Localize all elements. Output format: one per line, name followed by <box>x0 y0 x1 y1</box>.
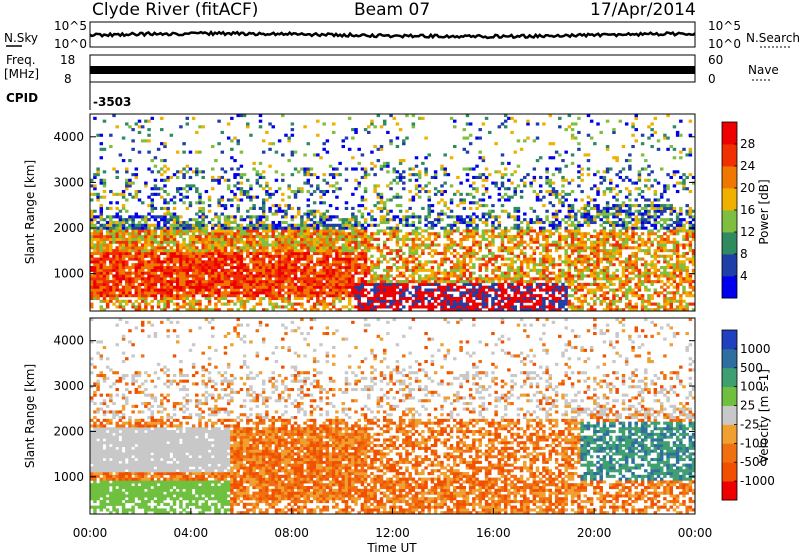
power-panel: 1000 2000 3000 4000 Slant Range [km] 4 8 12 16… <box>23 113 771 312</box>
velocity-colorbar-swatch <box>722 481 737 501</box>
velocity-colorbar-swatch <box>722 405 737 425</box>
velocity-ytick-label: 3000 <box>53 379 84 393</box>
nsky-label: N.Sky <box>4 31 38 45</box>
velocity-colorbar-swatch <box>722 424 737 444</box>
velocity-ytick-label: 1000 <box>53 470 84 484</box>
power-colorbar-tick: 16 <box>740 203 755 217</box>
nsearch-label: N.Search <box>746 31 800 45</box>
time-tick-label: 20:00 <box>577 526 612 540</box>
power-colorbar-label: Power [dB] <box>757 179 771 244</box>
time-tick-label: 04:00 <box>174 526 209 540</box>
velocity-colorbar-tick: 1000 <box>740 342 771 356</box>
beam-title: Beam 07 <box>354 0 431 20</box>
velocity-colorbar-tick: -25 <box>740 417 760 431</box>
velocity-colorbar-tick: 500 <box>740 361 763 375</box>
power-colorbar-swatch <box>722 276 737 299</box>
velocity-colorbar-swatch <box>722 386 737 406</box>
velocity-colorbar-tick: -1000 <box>740 474 775 488</box>
power-colorbar-tick: 12 <box>740 225 755 239</box>
freq-tick-top: 18 <box>60 53 75 67</box>
velocity-colorbar-swatch <box>722 443 737 463</box>
freq-label-2: [MHz] <box>4 67 39 81</box>
time-tick-label: 08:00 <box>274 526 309 540</box>
velocity-colorbar-label: Velocity [m s-1] <box>757 369 771 463</box>
time-tick-label: 00:00 <box>73 526 108 540</box>
power-colorbar-tick: 24 <box>740 159 755 173</box>
velocity-ylabel: Slant Range [km] <box>23 364 37 468</box>
time-axis-label: Time UT <box>366 541 417 554</box>
velocity-colorbar-swatch <box>722 330 737 350</box>
power-colorbar-swatch <box>722 210 737 233</box>
cpid-panel: CPID -3503 <box>6 82 131 110</box>
date-title: 17/Apr/2014 <box>590 0 696 20</box>
freq-trace <box>90 66 695 74</box>
power-ytick-label: 3000 <box>53 175 84 189</box>
velocity-ytick-label: 4000 <box>53 334 84 348</box>
nsky-tick-bottom: 10^0 <box>54 37 87 51</box>
velocity-colorbar-tick: 25 <box>740 399 755 413</box>
freq-panel: Freq. [MHz] 18 8 60 0 Nave <box>4 53 779 86</box>
power-ytick-label: 1000 <box>53 267 84 281</box>
nsky-tick-top: 10^5 <box>54 19 87 33</box>
power-colorbar-tick: 8 <box>740 247 748 261</box>
velocity-colorbar-swatch <box>722 348 737 369</box>
freq-label-1: Freq. <box>6 53 36 67</box>
power-colorbar-swatch <box>722 122 737 145</box>
velocity-colorbar-tick: -500 <box>740 455 767 469</box>
velocity-ytick-label: 2000 <box>53 424 84 438</box>
power-colorbar-tick: 28 <box>740 137 755 151</box>
cpid-label: CPID <box>6 91 38 105</box>
power-colorbar-swatch <box>722 166 737 189</box>
power-colorbar-tick: 20 <box>740 181 755 195</box>
velocity-colorbar-swatch <box>722 462 737 482</box>
station-title: Clyde River (fitACF) <box>92 0 259 20</box>
cpid-value: -3503 <box>93 95 131 109</box>
power-colorbar-swatch <box>722 144 737 167</box>
time-tick-label: 16:00 <box>476 526 511 540</box>
nave-tick-bottom: 0 <box>708 72 716 86</box>
nave-label: Nave <box>748 63 779 77</box>
velocity-colorbar-swatch <box>722 367 737 388</box>
power-ytick-label: 2000 <box>53 221 84 235</box>
velocity-colorbar-tick: -100 <box>740 436 767 450</box>
time-tick-label: 12:00 <box>375 526 410 540</box>
nsearch-tick-bottom: 10^0 <box>708 37 741 51</box>
nsky-panel: N.Sky 10^5 10^0 10^5 10^0 N.Search <box>4 19 800 51</box>
velocity-panel: 1000 2000 3000 4000 00:00 04:00 08:00 12:00 16:… <box>23 317 775 554</box>
power-colorbar-swatch <box>722 232 737 255</box>
nsearch-tick-top: 10^5 <box>708 19 741 33</box>
velocity-colorbar-tick: 100 <box>740 380 763 394</box>
power-colorbar-swatch <box>722 188 737 211</box>
power-colorbar-swatch <box>722 254 737 277</box>
freq-tick-bottom: 8 <box>64 72 72 86</box>
time-tick-label: 00:00 <box>678 526 713 540</box>
power-ytick-label: 4000 <box>53 130 84 144</box>
nsky-trace <box>89 29 696 40</box>
power-colorbar-tick: 4 <box>740 269 748 283</box>
nave-tick-top: 60 <box>708 53 723 67</box>
power-ylabel: Slant Range [km] <box>23 160 37 264</box>
